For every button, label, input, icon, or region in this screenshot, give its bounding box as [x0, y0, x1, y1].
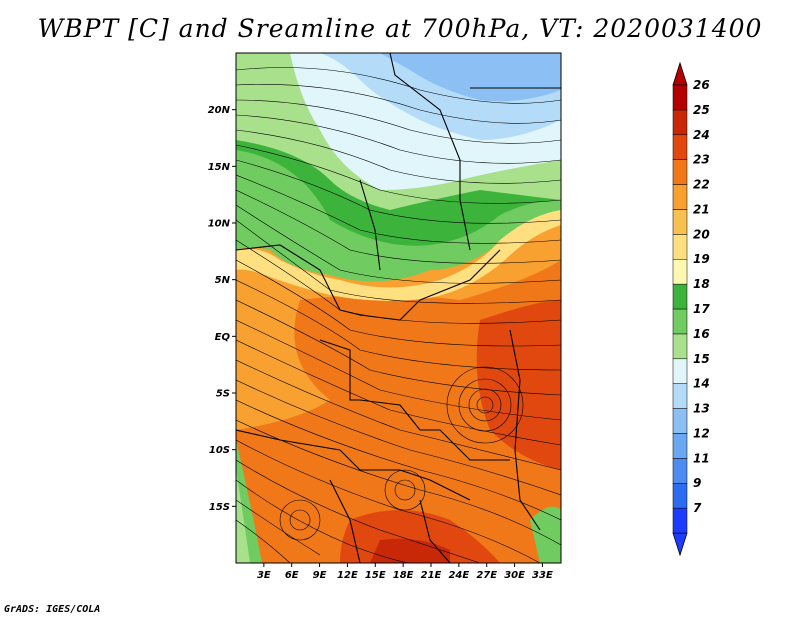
colorbar-label: 20: [693, 227, 710, 241]
latitude-axis: 20N 15N 10N 5N EQ 5S 10S 15S: [208, 105, 236, 513]
map-title: WBPT [C] and Sreamline at 700hPa, VT: 20…: [37, 14, 763, 43]
colorbar-label: 17: [693, 302, 710, 316]
colorbar-bottom-arrow: [672, 532, 688, 557]
colorbar-swatch: [672, 184, 688, 210]
lon-tick-label: 12E: [337, 570, 358, 581]
colorbar: 7 9 11 12 13 14 15 16 17 18 19 20 21 22 23 24 25 26: [672, 61, 710, 557]
colorbar-label: 16: [693, 327, 710, 341]
colorbar-swatch: [672, 458, 688, 484]
lon-tick-label: 33E: [532, 570, 553, 581]
grads-credit: GrADS: IGES/COLA: [4, 604, 101, 615]
lon-tick-label: 6E: [285, 570, 299, 581]
lat-tick-label: 15N: [208, 162, 231, 173]
longitude-axis: 3E 6E 9E 12E 15E 18E 21E 24E 27E 30E 33E: [257, 563, 553, 581]
colorbar-top-arrow: [672, 61, 688, 86]
country-borders: [236, 53, 561, 563]
colorbar-label: 23: [693, 153, 710, 167]
colorbar-label: 22: [693, 178, 710, 192]
colorbar-swatch: [672, 159, 688, 185]
colorbar-label: 11: [693, 451, 710, 465]
colorbar-swatch: [672, 209, 688, 235]
lon-tick-label: 3E: [257, 570, 271, 581]
wbpt-field: [236, 53, 561, 563]
colorbar-label: 12: [693, 426, 710, 440]
lon-tick-label: 15E: [365, 570, 386, 581]
map-frame: [235, 52, 562, 564]
lon-tick-label: 24E: [448, 570, 469, 581]
lat-tick-label: 10S: [209, 445, 230, 456]
lon-tick-label: 9E: [313, 570, 327, 581]
lon-tick-label: 21E: [421, 570, 442, 581]
colorbar-swatch: [672, 283, 688, 310]
colorbar-swatch: [672, 358, 688, 384]
colorbar-label: 9: [693, 476, 701, 490]
colorbar-label: 13: [693, 402, 710, 416]
lat-tick-label: 20N: [208, 105, 231, 116]
lon-tick-label: 18E: [393, 570, 414, 581]
colorbar-swatch: [672, 84, 688, 111]
colorbar-swatch: [672, 109, 688, 136]
colorbar-label: 19: [693, 252, 710, 266]
colorbar-label: 24: [693, 128, 710, 142]
colorbar-label: 25: [693, 103, 710, 117]
colorbar-swatch: [672, 408, 688, 434]
colorbar-label: 7: [693, 501, 702, 515]
colorbar-label: 14: [693, 377, 710, 391]
lon-tick-label: 30E: [504, 570, 525, 581]
lat-tick-label: 15S: [209, 502, 230, 513]
colorbar-swatch: [672, 134, 688, 160]
lat-tick-label: 5S: [216, 389, 230, 400]
colorbar-swatch: [672, 333, 688, 360]
colorbar-swatch: [672, 234, 688, 260]
lat-tick-label: 10N: [208, 219, 231, 230]
colorbar-swatch: [672, 258, 688, 285]
lat-tick-label: 5N: [215, 275, 231, 286]
lat-tick-label: EQ: [215, 332, 231, 343]
colorbar-swatch: [672, 383, 688, 409]
colorbar-label: 15: [693, 352, 710, 366]
colorbar-swatch: [672, 482, 688, 509]
colorbar-label: 26: [693, 78, 710, 92]
colorbar-swatch: [672, 433, 688, 459]
colorbar-swatch: [672, 308, 688, 335]
colorbar-label: 18: [693, 277, 710, 291]
lon-tick-label: 27E: [476, 570, 497, 581]
colorbar-swatch: [672, 507, 688, 534]
colorbar-label: 21: [693, 202, 710, 216]
